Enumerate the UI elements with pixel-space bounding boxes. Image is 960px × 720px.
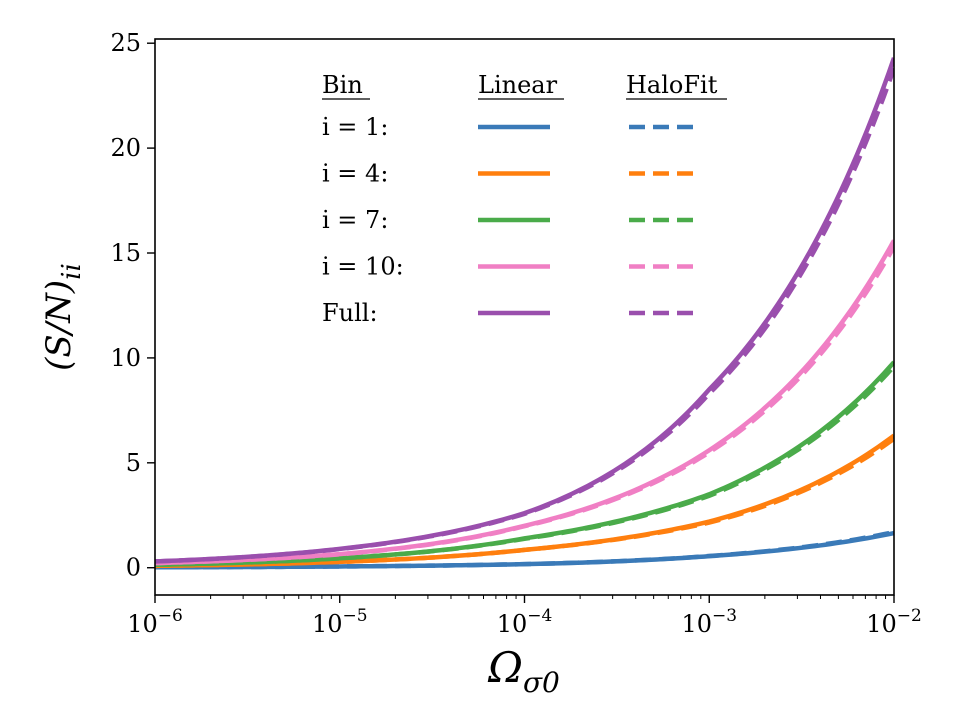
x-tick-label-1: 10−5 xyxy=(312,606,368,638)
y-tick-label-0: 0 xyxy=(126,554,141,582)
svg-text:(S/N)ii: (S/N)ii xyxy=(39,263,87,371)
x-axis: 10−6 10−5 10−4 10−3 10−2 xyxy=(127,595,922,638)
y-tick-label-4: 20 xyxy=(110,134,141,162)
series-4-linear-line xyxy=(155,57,894,564)
series-4-halofit-line xyxy=(155,67,894,564)
x-tick-label-3: 10−3 xyxy=(681,606,737,638)
y-tick-label-3: 15 xyxy=(110,239,141,267)
x-axis-label: Ωσ0 xyxy=(487,643,560,699)
curves-layer xyxy=(155,57,894,570)
x-tick-label-2: 10−4 xyxy=(497,606,553,638)
x-tick-label-4: 10−2 xyxy=(866,606,922,638)
y-tick-label-2: 10 xyxy=(110,344,141,372)
x-tick-label-0: 10−6 xyxy=(127,606,183,638)
series-0-halofit-line xyxy=(155,529,894,570)
series-3-halofit-line xyxy=(155,245,894,566)
legend-header-linear: Linear xyxy=(478,71,558,99)
y-tick-label-1: 5 xyxy=(126,449,141,477)
legend-label-2: i = 7: xyxy=(322,206,388,234)
legend-header-halofit: HaloFit xyxy=(626,71,718,99)
y-axis-label: (S/N)ii xyxy=(39,263,87,371)
series-2-halofit-line xyxy=(155,364,894,568)
legend: Bin Linear HaloFit i = 1: i = 4: i = 7: i =… xyxy=(322,71,727,327)
legend-label-0: i = 1: xyxy=(322,113,388,141)
legend-label-1: i = 4: xyxy=(322,160,388,188)
legend-header-bin: Bin xyxy=(322,71,363,99)
y-axis: 0 5 10 15 20 25 xyxy=(110,29,155,582)
series-1-halofit-line xyxy=(155,436,894,569)
y-tick-label-5: 25 xyxy=(110,29,141,57)
legend-label-3: i = 10: xyxy=(322,253,404,281)
legend-label-4: Full: xyxy=(322,299,378,327)
